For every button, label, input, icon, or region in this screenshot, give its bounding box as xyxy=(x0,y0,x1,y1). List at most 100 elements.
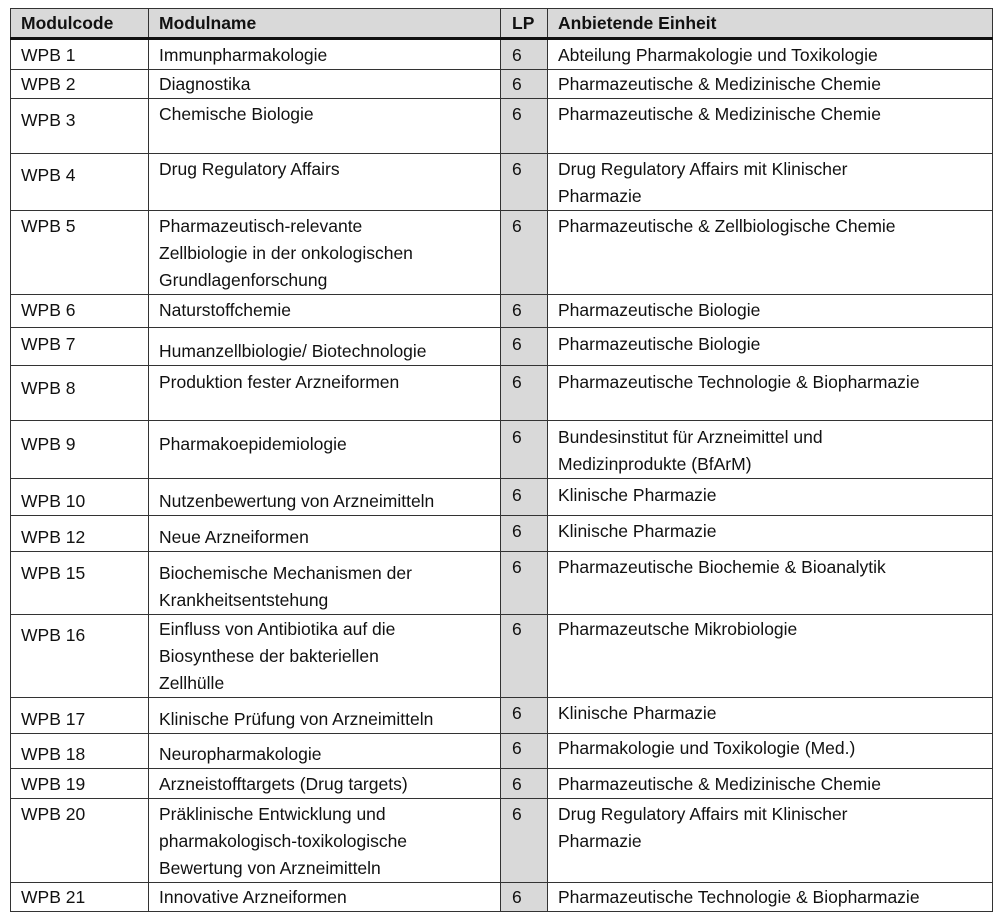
cell-modulname: Diagnostika xyxy=(148,69,501,99)
cell-lp: 6 xyxy=(500,210,548,295)
cell-modulname: Produktion fester Arzneiformen xyxy=(148,365,501,421)
table-row: WPB 3 Chemische Biologie 6 Pharmazeutische … xyxy=(10,98,993,154)
table-row: WPB 10 Nutzenbewertung von Arzneimitteln 6… xyxy=(10,478,993,516)
modulname-line: Biosynthese der bakteriellen xyxy=(159,646,379,666)
cell-lp: 6 xyxy=(500,768,548,799)
lp-value: 6 xyxy=(512,774,522,794)
modulname-line: Pharmakoepidemiologie xyxy=(159,434,347,454)
lp-value: 6 xyxy=(512,703,522,723)
cell-anbietende-einheit: Pharmazeutische & Medizinische Chemie xyxy=(547,768,993,799)
cell-modulcode: WPB 12 xyxy=(10,515,149,552)
cell-anbietende-einheit: Drug Regulatory Affairs mit Klinischer Ph… xyxy=(547,153,993,211)
lp-value: 6 xyxy=(512,521,522,541)
table-row: WPB 2 Diagnostika 6 Pharmazeutische & Mediz… xyxy=(10,69,993,99)
cell-anbietende-einheit: Pharmazeutische & Medizinische Chemie xyxy=(547,98,993,154)
cell-anbietende-einheit: Klinische Pharmazie xyxy=(547,478,993,516)
modulname-line: Innovative Arzneiformen xyxy=(159,887,347,907)
cell-lp: 6 xyxy=(500,614,548,698)
cell-lp: 6 xyxy=(500,478,548,516)
cell-anbietende-einheit: Pharmazeutische & Medizinische Chemie xyxy=(547,69,993,99)
header-anbietende-einheit: Anbietende Einheit xyxy=(547,8,993,40)
table-row: WPB 5 Pharmazeutisch-relevante Zellbiologi… xyxy=(10,210,993,295)
table-row: WPB 8 Produktion fester Arzneiformen 6 Phar… xyxy=(10,365,993,421)
modulname-line: Zellhülle xyxy=(159,673,225,693)
modulname-line: Pharmazeutisch-relevante xyxy=(159,216,363,236)
einheit-line: Pharmazeutische Biochemie & Bioanalytik xyxy=(558,557,886,577)
cell-modulname: Naturstoffchemie xyxy=(148,294,501,328)
cell-modulcode: WPB 4 xyxy=(10,153,149,211)
cell-modulcode: WPB 5 xyxy=(10,210,149,295)
einheit-line: Pharmazeutsche Mikrobiologie xyxy=(558,619,798,639)
cell-anbietende-einheit: Abteilung Pharmakologie und Toxikologie xyxy=(547,38,993,70)
modulcode-text: WPB 4 xyxy=(21,165,76,185)
table-row: WPB 4 Drug Regulatory Affairs 6 Drug Regula… xyxy=(10,153,993,211)
modulname-line: Zellbiologie in der onkologischen xyxy=(159,243,413,263)
cell-modulcode: WPB 18 xyxy=(10,733,149,769)
modulcode-text: WPB 21 xyxy=(21,887,86,907)
cell-modulcode: WPB 10 xyxy=(10,478,149,516)
modulname-line: Präklinische Entwicklung und xyxy=(159,804,386,824)
lp-value: 6 xyxy=(512,45,522,65)
table-row: WPB 15 Biochemische Mechanismen der Krankh… xyxy=(10,551,993,615)
cell-lp: 6 xyxy=(500,365,548,421)
cell-lp: 6 xyxy=(500,98,548,154)
cell-lp: 6 xyxy=(500,798,548,883)
modulname-line: Krankheitsentstehung xyxy=(159,590,329,610)
einheit-line: Abteilung Pharmakologie und Toxikologie xyxy=(558,45,878,65)
cell-modulname: Innovative Arzneiformen xyxy=(148,882,501,912)
table-row: WPB 12 Neue Arzneiformen 6 Klinische Pharma… xyxy=(10,515,993,552)
einheit-line: Pharmazie xyxy=(558,831,642,851)
modulcode-text: WPB 8 xyxy=(21,378,76,398)
cell-anbietende-einheit: Pharmazeutische Biologie xyxy=(547,294,993,328)
einheit-line: Drug Regulatory Affairs mit Klinischer xyxy=(558,804,848,824)
einheit-line: Pharmazie xyxy=(558,186,642,206)
modulcode-text: WPB 5 xyxy=(21,216,76,236)
cell-modulcode: WPB 2 xyxy=(10,69,149,99)
cell-modulname: Neuropharmakologie xyxy=(148,733,501,769)
cell-modulname: Arzneistofftargets (Drug targets) xyxy=(148,768,501,799)
cell-modulcode: WPB 19 xyxy=(10,768,149,799)
cell-lp: 6 xyxy=(500,515,548,552)
cell-modulname: Pharmazeutisch-relevante Zellbiologie in … xyxy=(148,210,501,295)
cell-anbietende-einheit: Pharmazeutische Biochemie & Bioanalytik xyxy=(547,551,993,615)
modulname-line: Einfluss von Antibiotika auf die xyxy=(159,619,396,639)
cell-modulcode: WPB 7 xyxy=(10,327,149,366)
cell-lp: 6 xyxy=(500,294,548,328)
cell-anbietende-einheit: Pharmakologie und Toxikologie (Med.) xyxy=(547,733,993,769)
cell-anbietende-einheit: Klinische Pharmazie xyxy=(547,515,993,552)
lp-value: 6 xyxy=(512,804,522,824)
cell-modulcode: WPB 15 xyxy=(10,551,149,615)
lp-value: 6 xyxy=(512,104,522,124)
modulcode-text: WPB 19 xyxy=(21,774,86,794)
table-row: WPB 21 Innovative Arzneiformen 6 Pharmazeut… xyxy=(10,882,993,912)
modulcode-text: WPB 18 xyxy=(21,744,86,764)
einheit-line: Klinische Pharmazie xyxy=(558,703,717,723)
modulname-line: Humanzellbiologie/ Biotechnologie xyxy=(159,341,427,361)
einheit-line: Drug Regulatory Affairs mit Klinischer xyxy=(558,159,848,179)
modulcode-text: WPB 9 xyxy=(21,434,76,454)
cell-modulname: Humanzellbiologie/ Biotechnologie xyxy=(148,327,501,366)
einheit-line: Pharmazeutische & Medizinische Chemie xyxy=(558,774,881,794)
modulcode-text: WPB 16 xyxy=(21,625,86,645)
einheit-line: Pharmazeutische & Zellbiologische Chemie xyxy=(558,216,896,236)
cell-lp: 6 xyxy=(500,882,548,912)
einheit-line: Pharmazeutische Biologie xyxy=(558,300,761,320)
lp-value: 6 xyxy=(512,557,522,577)
modulcode-text: WPB 20 xyxy=(21,804,86,824)
table-row: WPB 1 Immunpharmakologie 6 Abteilung Pharma… xyxy=(10,38,993,70)
table-row: WPB 16 Einfluss von Antibiotika auf die Bi… xyxy=(10,614,993,698)
lp-value: 6 xyxy=(512,485,522,505)
cell-lp: 6 xyxy=(500,551,548,615)
table-row: WPB 20 Präklinische Entwicklung und pharma… xyxy=(10,798,993,883)
einheit-line: Pharmazeutische Technologie & Biopharmaz… xyxy=(558,887,920,907)
einheit-line: Pharmazeutische Technologie & Biopharmaz… xyxy=(558,372,920,392)
table-row: WPB 6 Naturstoffchemie 6 Pharmazeutische Bi… xyxy=(10,294,993,328)
cell-modulname: Pharmakoepidemiologie xyxy=(148,420,501,479)
cell-modulname: Biochemische Mechanismen der Krankheitsen… xyxy=(148,551,501,615)
cell-modulcode: WPB 6 xyxy=(10,294,149,328)
cell-anbietende-einheit: Pharmazeutsche Mikrobiologie xyxy=(547,614,993,698)
cell-modulcode: WPB 9 xyxy=(10,420,149,479)
cell-lp: 6 xyxy=(500,697,548,734)
modulcode-text: WPB 3 xyxy=(21,110,76,130)
einheit-line: Medizinprodukte (BfArM) xyxy=(558,454,752,474)
